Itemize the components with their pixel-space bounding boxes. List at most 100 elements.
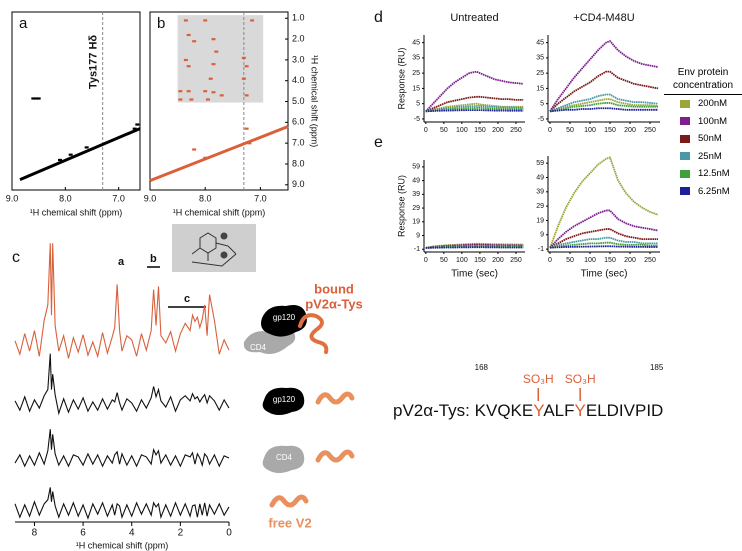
cross-peak	[36, 97, 41, 100]
cd4-shape	[262, 445, 305, 473]
y-tick-label: 5	[416, 101, 420, 108]
y-tick-label: 15	[412, 85, 420, 92]
x-axis-label: ¹H chemical shift (ppm)	[30, 207, 123, 217]
legend-swatch	[680, 117, 690, 126]
x-tick-label: 200	[624, 127, 636, 134]
x-tick-label: 0	[424, 127, 428, 134]
cross-peak	[183, 58, 188, 62]
y-tick-label: 29	[412, 205, 420, 212]
y-tick-label: 35	[536, 55, 544, 62]
y-tick-label: 25	[536, 70, 544, 77]
x-tick-label: 6	[80, 528, 86, 539]
legend-item: 200nM	[664, 95, 742, 113]
cross-peak	[186, 33, 191, 37]
legend-label: 25nM	[698, 150, 722, 162]
y-tick-label: 9.0	[292, 179, 305, 189]
y-tick-label: -1	[538, 246, 544, 253]
cross-peak	[186, 65, 191, 68]
cross-peak	[219, 94, 224, 97]
peptide-squiggle	[315, 449, 355, 463]
legend-item: 6.25nM	[664, 183, 742, 201]
sensorgram	[549, 245, 658, 249]
sensorgram	[425, 109, 524, 113]
spectrum-trace	[14, 353, 230, 416]
inset-background	[172, 224, 256, 272]
shaded-region	[177, 15, 264, 103]
cross-peak	[192, 40, 197, 43]
modified-residue: Y	[575, 401, 586, 420]
cross-peak	[241, 77, 246, 80]
y-tick-label: 4.0	[292, 75, 305, 85]
y-tick-label: 6.0	[292, 117, 305, 127]
sequence-part: KVQKE	[475, 401, 534, 420]
legend-label: 50nM	[698, 133, 722, 145]
cd4-label: CD4	[250, 343, 267, 352]
x-axis-label: ¹H chemical shift (ppm)	[76, 540, 169, 550]
cross-peak	[205, 98, 210, 101]
x-tick-label: 2	[178, 528, 184, 539]
x-tick-label: 0	[424, 257, 428, 264]
legend: Env protein concentration 200nM 100nM 50nM…	[664, 66, 742, 200]
x-tick-label: 0	[226, 528, 232, 539]
cross-peak	[192, 148, 197, 151]
x-tick-label: 250	[644, 257, 656, 264]
x-tick-label: 0	[548, 257, 552, 264]
sensorgram	[425, 95, 524, 113]
gp120-shape	[262, 387, 305, 415]
x-axis-label: Time (sec)	[581, 269, 628, 280]
y-tick-label: 1.0	[292, 13, 305, 23]
sequence-part: ALF	[543, 401, 574, 420]
cross-peak	[132, 127, 137, 130]
legend-label: 12.5nM	[698, 168, 730, 180]
cd4-label: CD4	[276, 453, 293, 462]
legend-swatch	[680, 187, 690, 196]
legend-item: 50nM	[664, 130, 742, 148]
free-label: free V2	[268, 515, 311, 530]
y-tick-label: 7.0	[292, 138, 305, 148]
legend-swatch	[680, 152, 690, 161]
cross-peak	[34, 97, 38, 100]
legend-label: 6.25nM	[698, 185, 730, 197]
x-tick-label: 150	[604, 257, 616, 264]
y-tick-label: 19	[536, 217, 544, 224]
cross-peak	[208, 77, 213, 80]
sensorgram	[549, 156, 659, 249]
atom	[220, 232, 228, 240]
x-tick-label: 200	[624, 257, 636, 264]
panel-label: c	[12, 249, 20, 266]
sensorgram	[549, 228, 658, 249]
y-tick-label: -5	[414, 116, 420, 123]
y-tick-label: 9	[416, 232, 420, 239]
cross-peak	[244, 127, 249, 130]
x-tick-label: 50	[440, 257, 448, 264]
cross-peak	[183, 19, 188, 22]
cartoon-free: free V2	[268, 494, 312, 530]
gp120-label: gp120	[273, 313, 296, 322]
spectrum-trace	[14, 487, 230, 520]
cross-peak	[203, 156, 208, 159]
legend-item: 12.5nM	[664, 165, 742, 183]
x-tick-label: 50	[566, 127, 574, 134]
x-tick-label: 7.0	[112, 193, 125, 203]
x-tick-label: 8	[32, 528, 38, 539]
y-tick-label: 49	[412, 177, 420, 184]
sensorgram	[425, 246, 524, 249]
y-tick-label: 39	[412, 191, 420, 198]
y-axis-label: Response (RU)	[396, 175, 406, 237]
y-tick-label: -1	[414, 246, 420, 253]
modification-label: SO₃H	[565, 372, 596, 386]
peak-bars	[147, 266, 206, 308]
x-tick-label: 9.0	[144, 193, 157, 203]
x-tick-label: 250	[644, 127, 656, 134]
x-tick-label: 100	[584, 257, 596, 264]
x-tick-label: 8.0	[199, 193, 212, 203]
y-tick-label: 9	[540, 232, 544, 239]
atom	[220, 251, 228, 259]
sensorgram	[549, 70, 659, 112]
bound-label: bound	[314, 281, 354, 296]
x-tick-label: 0	[548, 127, 552, 134]
y-tick-label: -5	[538, 116, 544, 123]
peptide-squiggle	[269, 494, 309, 508]
x-tick-label: 4	[129, 528, 135, 539]
